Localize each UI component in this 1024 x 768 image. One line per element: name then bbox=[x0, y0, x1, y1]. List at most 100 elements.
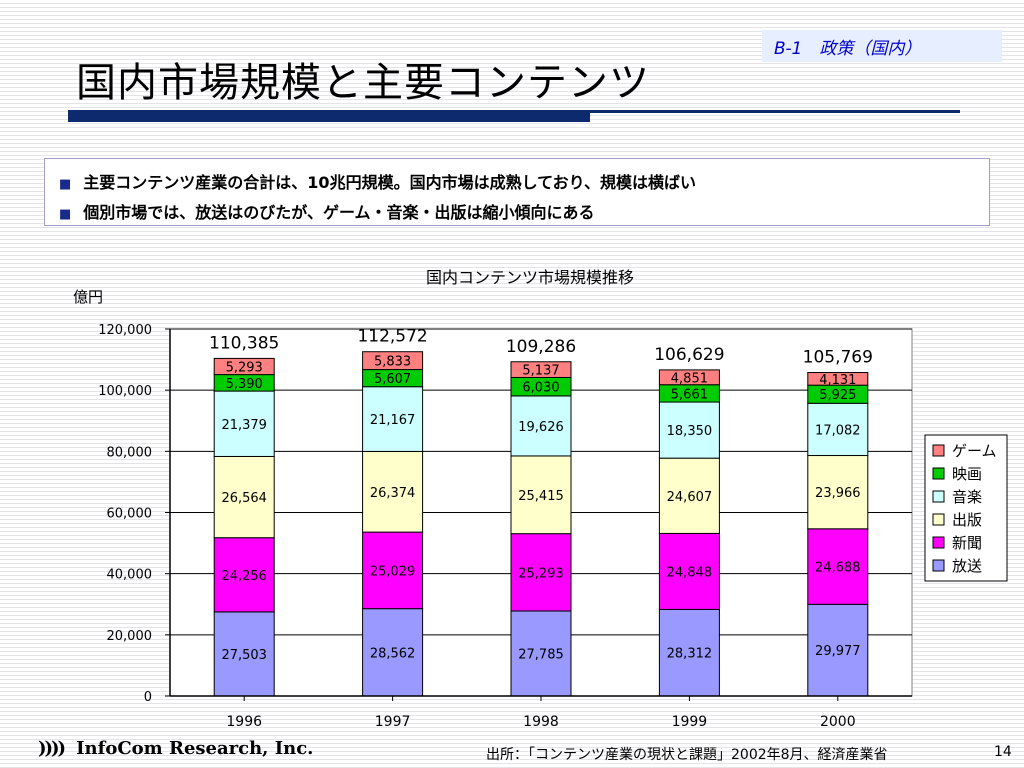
bar-segment bbox=[658, 401, 720, 459]
y-tick-label: 0 bbox=[144, 690, 152, 705]
bar-segment bbox=[807, 455, 869, 530]
total-label: 112,572 bbox=[357, 327, 427, 347]
page-title: 国内市場規模と主要コンテンツ bbox=[76, 60, 650, 106]
logo-mark-icon: )))) bbox=[38, 738, 66, 759]
data-label: 24,607 bbox=[667, 490, 713, 505]
legend-swatch bbox=[932, 536, 945, 549]
bar-segment bbox=[213, 611, 275, 697]
legend-swatch bbox=[932, 559, 945, 572]
data-label: 5,661 bbox=[671, 387, 708, 402]
data-label: 5,390 bbox=[226, 377, 263, 392]
legend-label: 音楽 bbox=[952, 488, 982, 506]
data-label: 21,167 bbox=[370, 413, 416, 428]
total-label: 105,769 bbox=[803, 348, 873, 368]
bar-segment bbox=[362, 386, 424, 452]
axis-layer: 0 20,000 40,000 60,000 80,000 100,000 120,000 1… bbox=[98, 323, 912, 730]
y-tick-label: 20,000 bbox=[107, 629, 153, 644]
data-label: 4,131 bbox=[819, 373, 856, 388]
data-label: 24,848 bbox=[667, 565, 713, 580]
legend-swatch bbox=[932, 467, 945, 480]
data-label: 25,415 bbox=[518, 489, 564, 504]
bullet-item: ■ 主要コンテンツ産業の合計は、10兆円規模。国内市場は成熟しており、規模は横ばい bbox=[59, 169, 696, 193]
data-label: 21,379 bbox=[221, 418, 267, 433]
bullet-item: ■ 個別市場では、放送はのびたが、ゲーム・音楽・出版は縮小傾向にある bbox=[59, 199, 595, 223]
legend-label: 放送 bbox=[952, 557, 982, 575]
total-label: 106,629 bbox=[654, 345, 724, 365]
data-label: 29,977 bbox=[815, 644, 861, 659]
data-label: 28,312 bbox=[667, 647, 713, 662]
bar-segment bbox=[807, 372, 869, 386]
chart-title: 国内コンテンツ市場規模推移 bbox=[426, 268, 634, 287]
data-label: 24,688 bbox=[815, 561, 861, 576]
total-label: 109,286 bbox=[506, 337, 576, 357]
page-number: 14 bbox=[994, 744, 1012, 760]
bar-segment bbox=[807, 402, 869, 457]
y-tick-label: 40,000 bbox=[107, 568, 153, 583]
bar-segment bbox=[362, 531, 424, 610]
data-label: 24,256 bbox=[221, 569, 267, 584]
title-underline-thin bbox=[590, 110, 960, 113]
legend-swatch bbox=[932, 490, 945, 503]
bar-segment bbox=[510, 610, 572, 697]
data-label: 6,030 bbox=[522, 381, 559, 396]
data-label: 26,564 bbox=[221, 491, 267, 506]
total-label: 110,385 bbox=[209, 333, 279, 353]
bar-segment bbox=[658, 457, 720, 534]
bar-segment bbox=[658, 369, 720, 386]
bullet-square-icon: ■ bbox=[59, 177, 72, 192]
bars-layer: 27,503 24,256 26,564 21,379 5,390 5,293 110,38… bbox=[209, 327, 873, 697]
data-label: 25,029 bbox=[370, 564, 416, 579]
company-name: InfoCom Research, Inc. bbox=[76, 738, 314, 759]
bar-segment bbox=[362, 351, 424, 371]
bar-segment bbox=[213, 357, 275, 376]
legend-swatch bbox=[932, 513, 945, 526]
bar-segment bbox=[807, 528, 869, 605]
source-note: 出所：「コンテンツ産業の現状と課題」2002年8月、経済産業省 bbox=[486, 747, 888, 763]
data-label: 27,785 bbox=[518, 648, 564, 663]
summary-box: ■ 主要コンテンツ産業の合計は、10兆円規模。国内市場は成熟しており、規模は横ばい… bbox=[44, 158, 990, 226]
data-label: 18,350 bbox=[667, 424, 713, 439]
data-label: 27,503 bbox=[221, 648, 267, 663]
bullet-text: 個別市場では、放送はのびたが、ゲーム・音楽・出版は縮小傾向にある bbox=[83, 203, 595, 222]
data-label: 5,833 bbox=[374, 355, 411, 370]
legend-label: 出版 bbox=[952, 511, 982, 529]
bar-segment bbox=[510, 455, 572, 535]
y-tick-label: 120,000 bbox=[98, 323, 152, 338]
bullet-text: 主要コンテンツ産業の合計は、10兆円規模。国内市場は成熟しており、規模は横ばい bbox=[83, 173, 696, 192]
bar-segment bbox=[658, 532, 720, 610]
legend-label: ゲーム bbox=[952, 442, 997, 460]
data-label: 19,626 bbox=[518, 420, 564, 435]
data-label: 28,562 bbox=[370, 646, 416, 661]
legend-label: 映画 bbox=[952, 465, 982, 483]
y-axis-unit-label: 億円 bbox=[73, 288, 103, 306]
bar-segment bbox=[510, 361, 572, 378]
company-logo: )))) InfoCom Research, Inc. bbox=[38, 738, 313, 759]
data-label: 17,082 bbox=[815, 423, 861, 438]
data-label: 5,137 bbox=[522, 364, 559, 379]
section-tag: B-1 政策（国内） bbox=[762, 30, 1002, 62]
x-tick-label: 1996 bbox=[226, 714, 262, 730]
data-label: 25,293 bbox=[518, 566, 564, 581]
y-tick-label: 60,000 bbox=[107, 507, 153, 522]
x-tick-label: 2000 bbox=[820, 714, 856, 730]
y-tick-label: 100,000 bbox=[98, 384, 152, 399]
legend-box bbox=[924, 434, 1008, 582]
title-underline bbox=[68, 110, 590, 122]
bar-segment bbox=[362, 450, 424, 533]
data-label: 26,374 bbox=[370, 486, 416, 501]
legend-swatch bbox=[932, 444, 945, 457]
data-label: 5,607 bbox=[374, 372, 411, 387]
legend-label: 新聞 bbox=[952, 534, 982, 552]
bar-segment bbox=[807, 603, 869, 697]
data-label: 4,851 bbox=[671, 371, 708, 386]
bar-segment bbox=[213, 390, 275, 457]
data-label: 5,293 bbox=[226, 360, 263, 375]
x-tick-label: 1998 bbox=[523, 714, 559, 730]
data-label: 5,925 bbox=[819, 388, 856, 403]
x-tick-label: 1999 bbox=[672, 714, 708, 730]
bullet-square-icon: ■ bbox=[59, 207, 72, 222]
y-tick-label: 80,000 bbox=[107, 445, 153, 460]
bar-segment bbox=[658, 608, 720, 697]
